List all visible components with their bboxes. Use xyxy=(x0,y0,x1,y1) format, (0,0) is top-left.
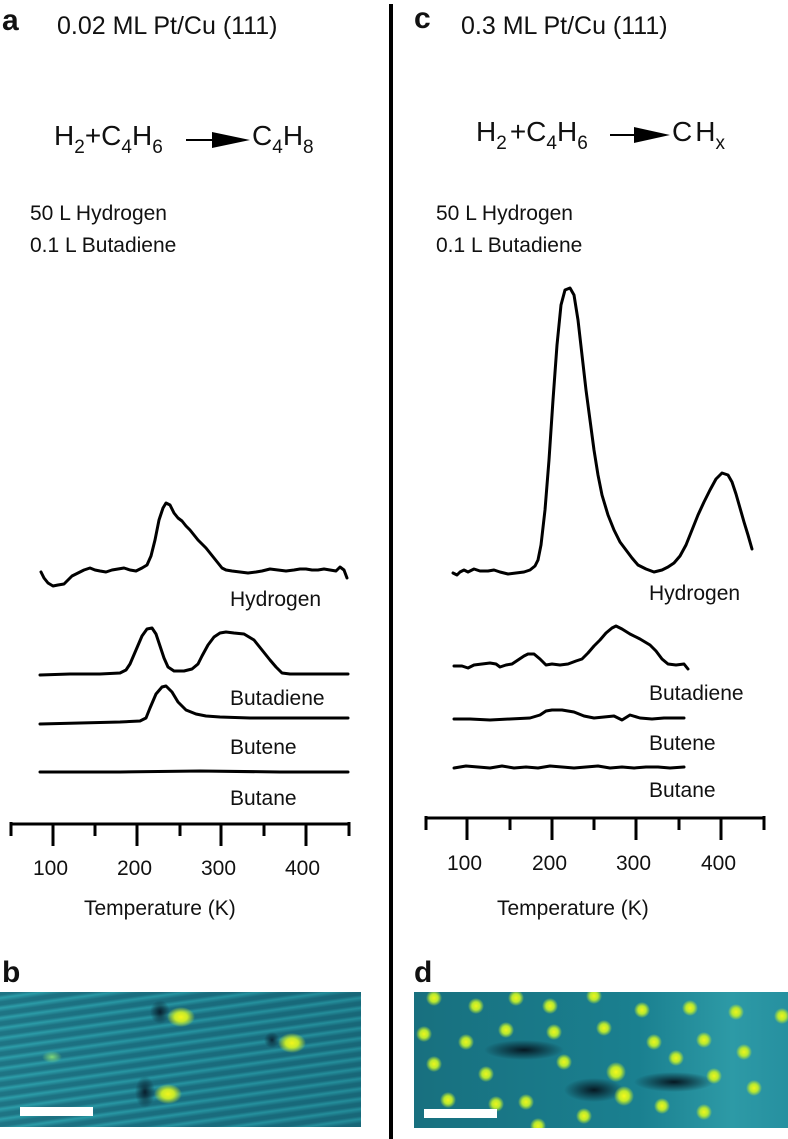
trace-a-butene xyxy=(38,684,350,726)
reaction-arrow-icon xyxy=(186,132,250,148)
scale-bar-b xyxy=(20,1107,93,1116)
panel-a-x-axis xyxy=(9,822,351,846)
trace-c-butane xyxy=(452,764,686,770)
panel-letter-a: a xyxy=(2,4,19,37)
label-a-butene: Butene xyxy=(230,736,297,759)
panel-c-xlabel: Temperature (K) xyxy=(497,897,649,920)
panel-letter-c: c xyxy=(414,2,431,35)
reaction-arrow-icon xyxy=(610,127,670,143)
panel-divider xyxy=(389,4,393,1139)
label-a-butadiene: Butadiene xyxy=(230,687,325,710)
tick-c-300: 300 xyxy=(616,852,652,875)
label-c-butene: Butene xyxy=(649,732,716,755)
trace-a-hydrogen xyxy=(39,501,349,588)
panel-a-title: 0.02 ML Pt/Cu (111) xyxy=(57,12,278,40)
panel-c-title: 0.3 ML Pt/Cu (111) xyxy=(461,12,668,40)
label-a-butane: Butane xyxy=(230,787,297,810)
panel-c-product: C Hx xyxy=(672,116,725,154)
tick-c-200: 200 xyxy=(532,852,568,875)
panel-letter-d: d xyxy=(414,956,433,989)
trace-c-butene xyxy=(452,708,686,722)
label-c-butane: Butane xyxy=(649,779,716,802)
panel-letter-b: b xyxy=(2,956,21,989)
stm-image-b xyxy=(0,992,361,1127)
tick-a-400: 400 xyxy=(285,857,321,880)
tick-c-100: 100 xyxy=(447,852,483,875)
condition-butadiene: 0.1 L Butadiene xyxy=(436,234,583,257)
trace-c-hydrogen xyxy=(451,286,754,577)
label-a-hydrogen: Hydrogen xyxy=(230,588,322,611)
panel-a-reaction: H2+C4H6 xyxy=(54,120,163,158)
trace-a-butadiene xyxy=(38,626,350,677)
tick-a-100: 100 xyxy=(33,857,69,880)
panel-c-x-axis xyxy=(424,816,766,840)
label-c-butadiene: Butadiene xyxy=(649,682,744,705)
tick-a-300: 300 xyxy=(201,857,237,880)
panel-c-reaction: H2 +C4H6 xyxy=(476,116,588,154)
panel-a-conditions: 50 L Hydrogen 0.1 L Butadiene xyxy=(30,198,176,262)
condition-butadiene: 0.1 L Butadiene xyxy=(30,234,177,257)
panel-a-product: C4H8 xyxy=(252,120,314,158)
tick-a-200: 200 xyxy=(117,857,153,880)
trace-a-butane xyxy=(38,769,350,774)
panel-c-conditions: 50 L Hydrogen 0.1 L Butadiene xyxy=(436,198,582,262)
label-c-hydrogen: Hydrogen xyxy=(649,582,741,605)
trace-c-butadiene xyxy=(452,624,690,671)
stm-image-d xyxy=(414,992,788,1128)
condition-hydrogen: 50 L Hydrogen xyxy=(436,202,573,225)
scale-bar-d xyxy=(424,1109,497,1118)
condition-hydrogen: 50 L Hydrogen xyxy=(30,202,167,225)
panel-a-xlabel: Temperature (K) xyxy=(84,897,236,920)
tick-c-400: 400 xyxy=(701,852,737,875)
